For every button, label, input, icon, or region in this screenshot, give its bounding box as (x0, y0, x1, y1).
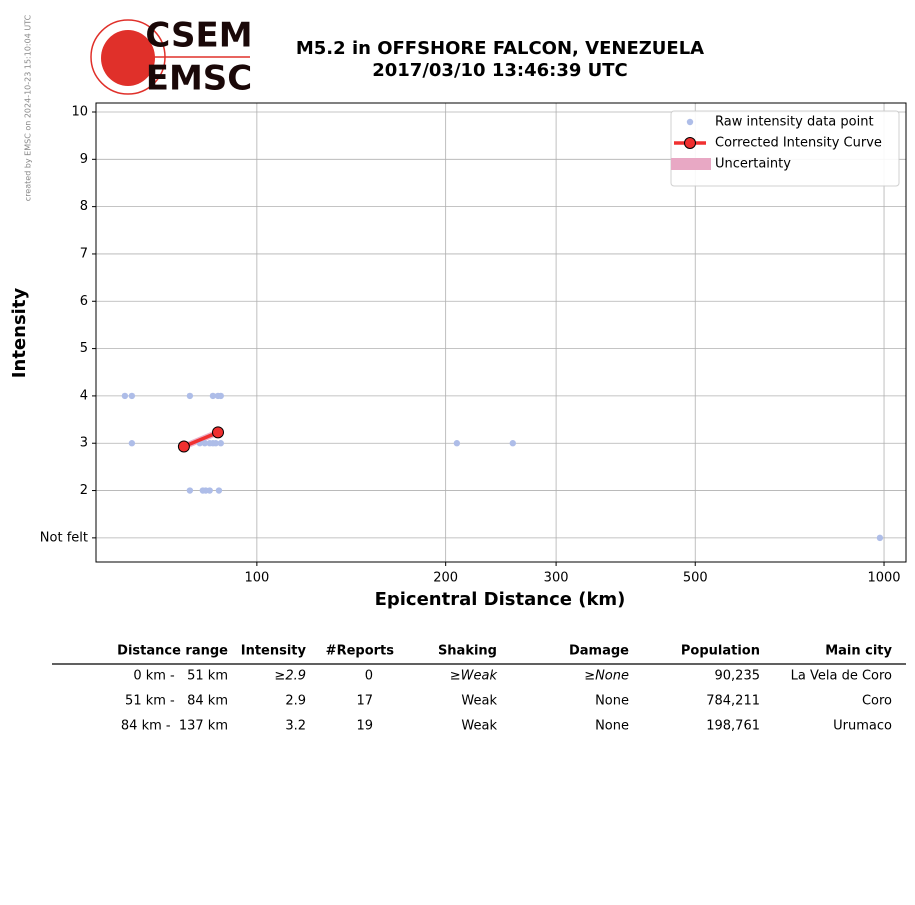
data-point (186, 487, 194, 494)
table-cell: ≥2.9 (274, 669, 306, 684)
y-tick-label: 4 (80, 388, 88, 403)
y-tick-label: 8 (80, 199, 88, 214)
legend-label: Uncertainty (715, 157, 791, 172)
y-axis-label: Intensity (9, 288, 30, 379)
x-tick-label: 200 (433, 571, 458, 586)
table-cell: Urumaco (833, 719, 892, 734)
x-tick-label: 100 (244, 571, 269, 586)
data-point (509, 440, 516, 447)
table-cell: La Vela de Coro (791, 669, 892, 684)
legend-label: Corrected Intensity Curve (715, 136, 882, 151)
x-tick-label: 1000 (867, 571, 900, 586)
chart-title: M5.2 in OFFSHORE FALCON, VENEZUELA (296, 38, 704, 59)
y-tick-label: 9 (80, 152, 88, 167)
table-cell: 0 km - 51 km (133, 669, 228, 684)
x-tick-label: 500 (683, 571, 708, 586)
legend-label: Raw intensity data point (715, 115, 874, 130)
logo-bottom: EMSC (146, 59, 253, 99)
curve-point (177, 440, 190, 453)
table-header: Distance range (117, 644, 228, 659)
data-point (186, 392, 194, 400)
table-header: Intensity (241, 644, 307, 659)
data-point (121, 392, 129, 400)
data-point (217, 392, 225, 400)
table-cell: 19 (356, 719, 373, 734)
table-cell: 17 (356, 694, 373, 709)
legend-marker (684, 137, 696, 149)
x-axis-label: Epicentral Distance (km) (375, 589, 626, 610)
table-cell: 198,761 (706, 719, 760, 734)
data-point (206, 487, 213, 494)
y-tick-label: 2 (80, 483, 88, 498)
table-header: Main city (825, 644, 892, 659)
data-point (217, 440, 225, 447)
table-header: #Reports (326, 644, 395, 659)
table-cell: ≥Weak (450, 669, 498, 684)
y-tick-label: 6 (80, 294, 88, 309)
y-tick-label: 7 (80, 246, 88, 261)
data-point (215, 487, 223, 494)
table-cell: None (595, 719, 629, 734)
logo-top: CSEM (145, 16, 252, 56)
y-tick-label: 3 (80, 436, 88, 451)
table-cell: 90,235 (715, 669, 761, 684)
table-header: Shaking (438, 644, 497, 659)
table-cell: 84 km - 137 km (121, 719, 228, 734)
data-point (212, 440, 219, 447)
table-cell: 2.9 (285, 694, 306, 709)
curve-line (183, 430, 219, 449)
table-cell: Weak (461, 694, 497, 709)
data-point (128, 392, 136, 400)
data-point (128, 440, 136, 447)
curve-point (211, 426, 224, 439)
table-cell: Weak (461, 719, 497, 734)
plot-frame (95, 102, 907, 563)
table-cell: 784,211 (706, 694, 760, 709)
data-point (453, 440, 461, 447)
legend-marker (671, 158, 711, 170)
table-cell: 0 (365, 669, 373, 684)
data-point (876, 534, 884, 542)
y-tick-label: 10 (71, 104, 88, 119)
data-point (209, 392, 217, 400)
y-tick-label: 5 (80, 341, 88, 356)
table-header: Population (681, 644, 760, 659)
credit: created by EMSC on 2024-10-23 15:10:04 U… (24, 14, 33, 201)
chart-subtitle: 2017/03/10 13:46:39 UTC (372, 60, 628, 81)
table-cell: 51 km - 84 km (125, 694, 228, 709)
legend-marker (686, 118, 694, 126)
table-cell: 3.2 (285, 719, 306, 734)
table-cell: None (595, 694, 629, 709)
table-header: Damage (569, 644, 629, 659)
y-tick-label: Not felt (40, 530, 88, 545)
table-cell: ≥None (584, 669, 629, 684)
legend-box (670, 110, 900, 187)
x-tick-label: 300 (544, 571, 569, 586)
logo-map (101, 30, 155, 86)
logo: CSEM EMSC (90, 16, 253, 99)
data-point (201, 440, 208, 447)
table-cell: Coro (862, 694, 892, 709)
